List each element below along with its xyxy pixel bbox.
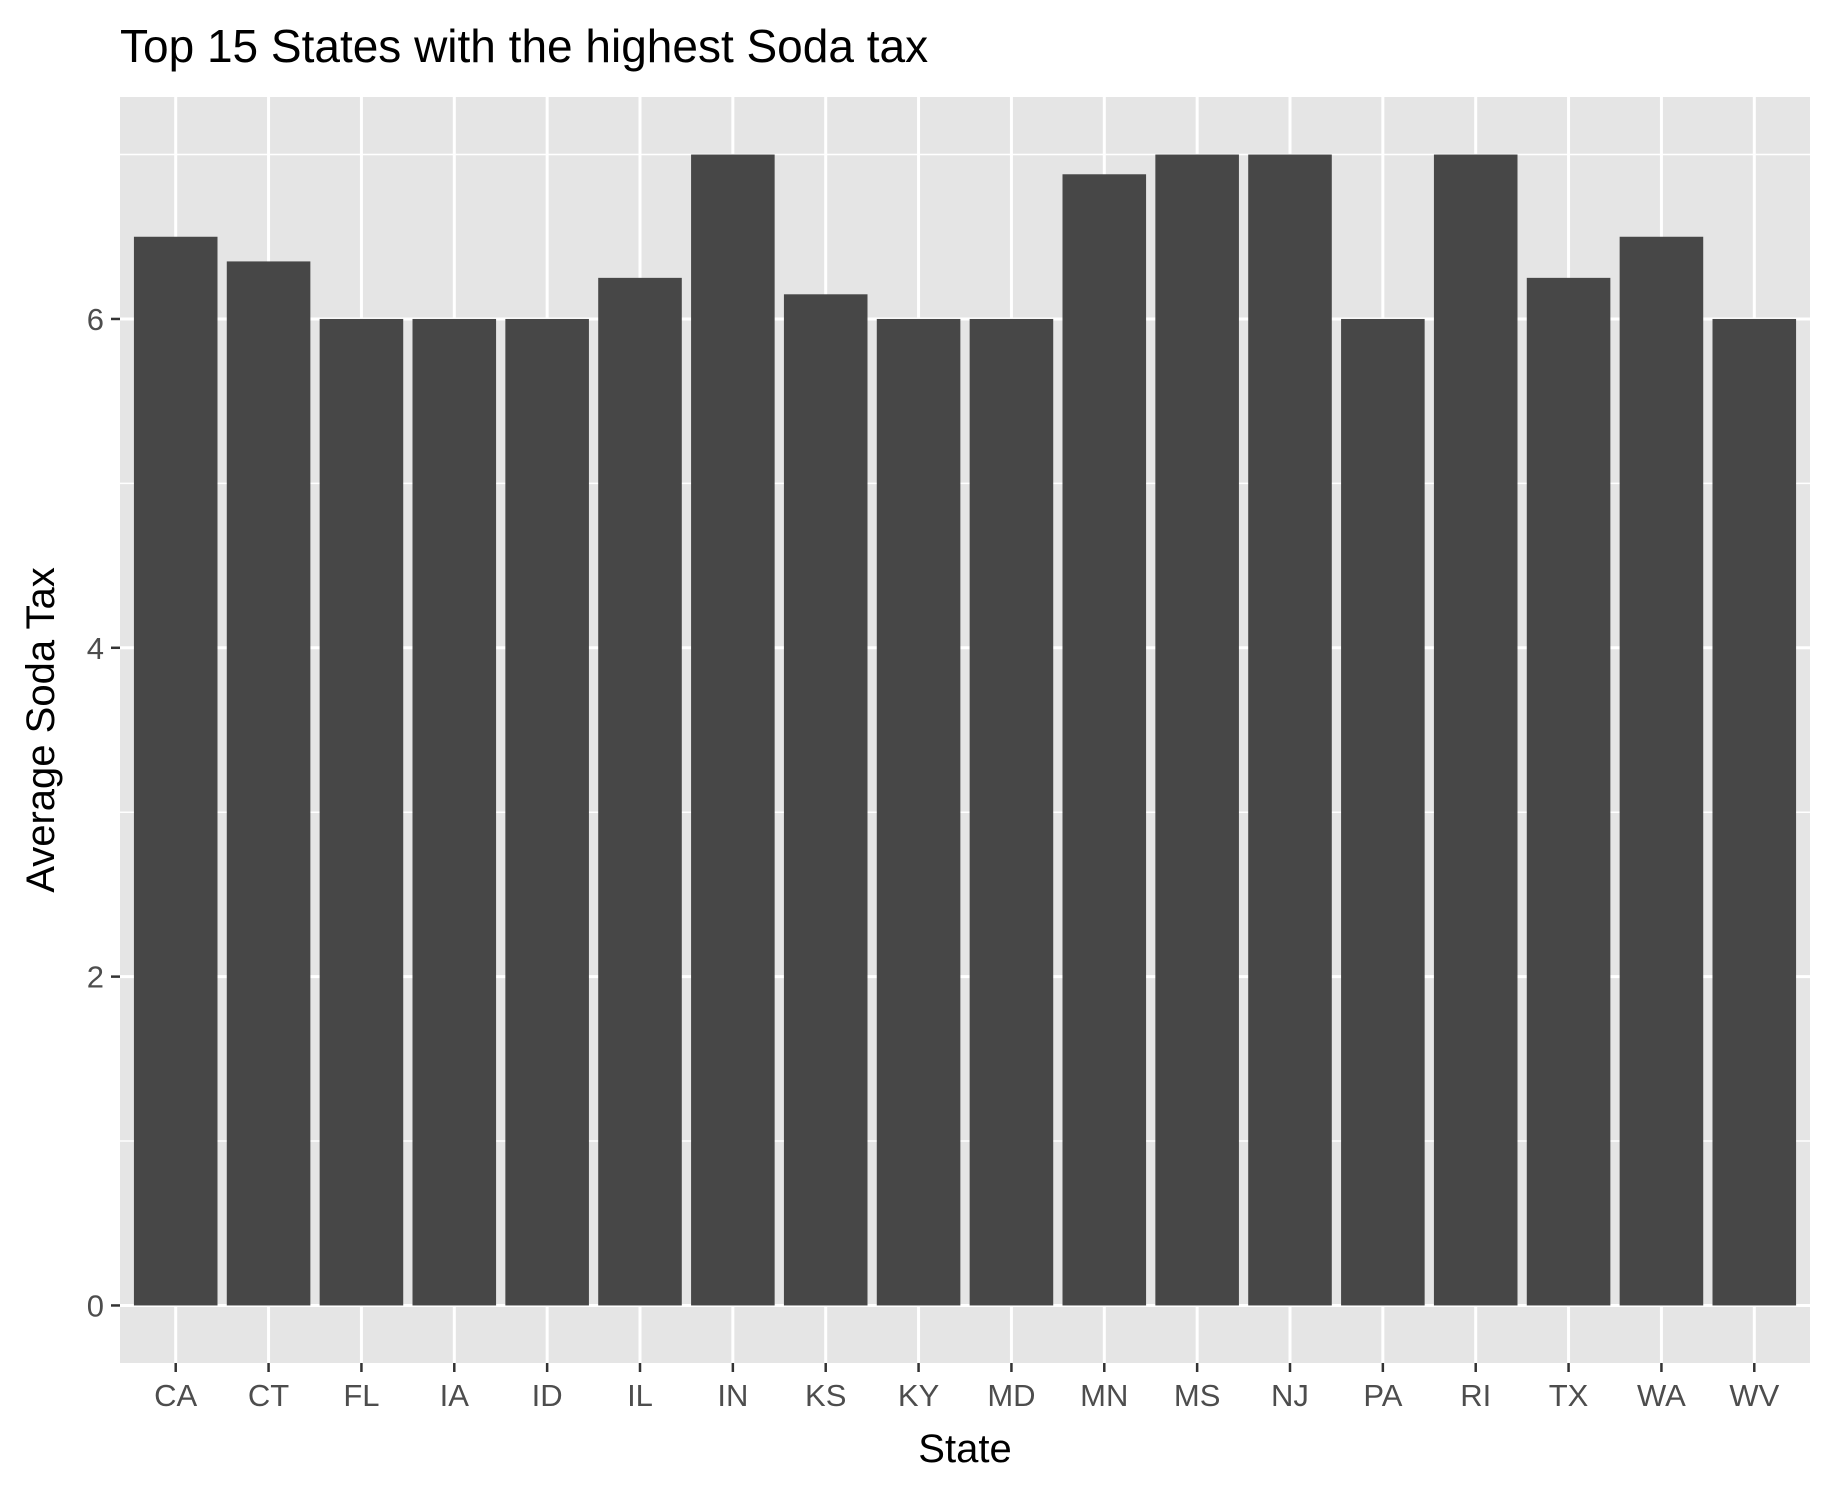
y-tick-label: 4 <box>87 631 104 666</box>
bar-ky <box>876 318 961 1306</box>
x-tick-label-ms: MS <box>1174 1378 1221 1413</box>
bar-wv <box>1712 318 1797 1306</box>
x-tick-label-ct: CT <box>248 1378 289 1413</box>
bar-wa <box>1619 236 1704 1306</box>
bar-ri <box>1433 154 1518 1306</box>
x-tick-label-ky: KY <box>898 1378 939 1413</box>
x-tick-label-in: IN <box>717 1378 748 1413</box>
bar-tx <box>1526 277 1611 1306</box>
x-tick-label-ks: KS <box>805 1378 846 1413</box>
x-axis-title: State <box>918 1427 1011 1471</box>
x-tick-label-fl: FL <box>343 1378 379 1413</box>
x-tick-label-nj: NJ <box>1271 1378 1309 1413</box>
x-tick-label-il: IL <box>627 1378 653 1413</box>
bar-ks <box>783 294 868 1306</box>
x-tick-label-ia: IA <box>440 1378 470 1413</box>
x-tick-label-ca: CA <box>154 1378 197 1413</box>
bars <box>133 154 1797 1306</box>
bar-mn <box>1062 174 1147 1306</box>
bar-ia <box>412 318 497 1306</box>
bar-pa <box>1341 318 1425 1306</box>
y-axis-title: Average Soda Tax <box>19 567 63 892</box>
x-axis: CA CT FL IA ID IL IN KS KY MD MN MS NJ PA RI TX WA WV <box>154 1363 1780 1413</box>
y-tick-label: 2 <box>87 960 104 995</box>
x-tick-label-md: MD <box>987 1378 1035 1413</box>
bar-fl <box>319 318 404 1306</box>
chart-title: Top 15 States with the highest Soda tax <box>120 20 928 72</box>
y-axis: 0 2 4 6 <box>87 302 120 1323</box>
x-tick-label-mn: MN <box>1080 1378 1128 1413</box>
x-tick-label-pa: PA <box>1363 1378 1402 1413</box>
x-tick-label-id: ID <box>532 1378 563 1413</box>
bar-nj <box>1248 154 1332 1306</box>
x-tick-label-wv: WV <box>1729 1378 1779 1413</box>
bar-id <box>505 318 589 1306</box>
y-tick-label: 0 <box>87 1288 104 1323</box>
x-tick-label-ri: RI <box>1460 1378 1491 1413</box>
x-tick-label-wa: WA <box>1637 1378 1686 1413</box>
bar-in <box>691 154 775 1306</box>
x-tick-label-tx: TX <box>1549 1378 1589 1413</box>
bar-ct <box>226 261 311 1306</box>
bar-md <box>969 318 1054 1306</box>
y-tick-label: 6 <box>87 302 104 337</box>
bar-ms <box>1155 154 1239 1306</box>
bar-il <box>598 277 682 1306</box>
bar-ca <box>133 236 218 1306</box>
